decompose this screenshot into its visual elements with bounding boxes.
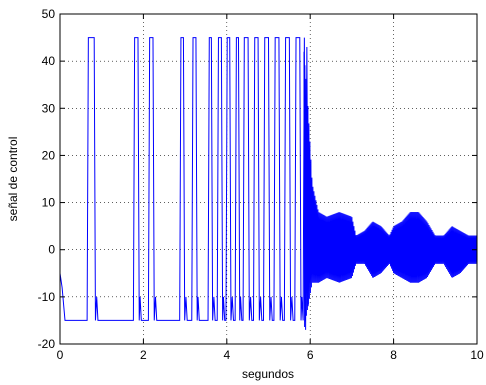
series-area [60, 37, 477, 330]
series-oscillation [303, 51, 477, 328]
x-tick-label: 10 [470, 348, 484, 362]
y-tick-label: 30 [42, 101, 56, 115]
y-tick-label: 40 [42, 54, 56, 68]
x-axis-label: segundos [242, 367, 294, 381]
y-tick-label: 0 [48, 243, 55, 257]
ticks: 0 2 4 6 8 10 -20 -10 0 10 20 30 40 50 [38, 7, 484, 362]
y-tick-label: -10 [38, 290, 56, 304]
x-tick-label: 0 [57, 348, 64, 362]
y-tick-label: 50 [42, 7, 56, 21]
plot-frame [59, 13, 478, 345]
series-line [60, 37, 311, 330]
x-tick-label: 8 [390, 348, 397, 362]
x-tick-label: 6 [307, 348, 314, 362]
x-tick-label: 2 [140, 348, 147, 362]
y-tick-label: -20 [38, 337, 56, 351]
y-tick-label: 20 [42, 148, 56, 162]
y-tick-label: 10 [42, 196, 56, 210]
y-axis-label: señal de control [6, 137, 20, 222]
x-tick-label: 4 [223, 348, 230, 362]
